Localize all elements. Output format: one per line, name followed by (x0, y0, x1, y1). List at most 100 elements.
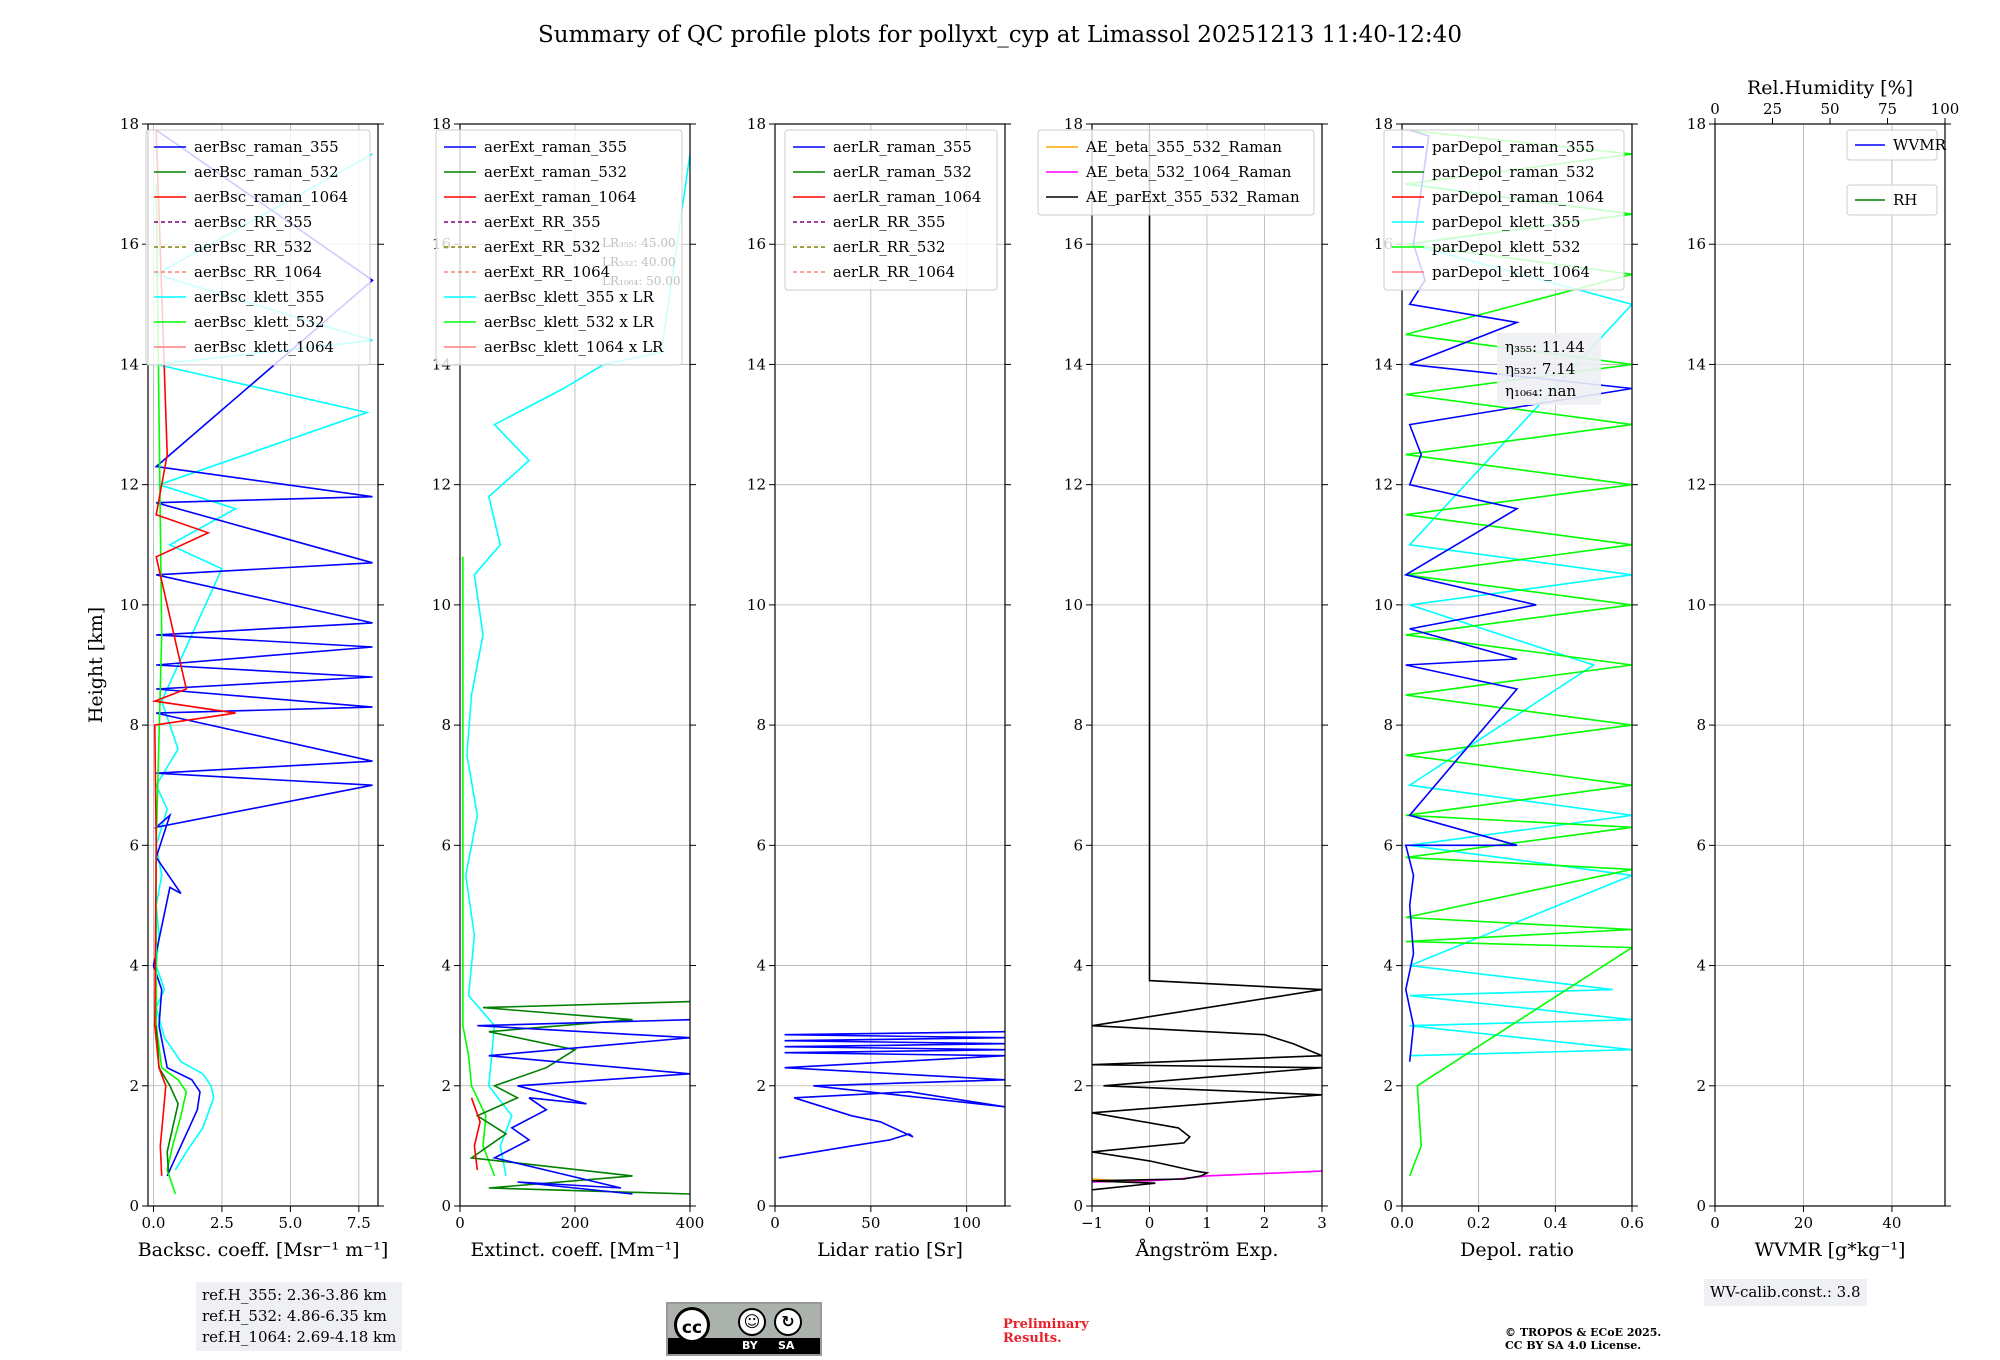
xtick-label: 100 (952, 1214, 981, 1232)
ytick-label: 0 (1696, 1197, 1706, 1215)
legend-label: aerExt_raman_1064 (484, 188, 637, 206)
preliminary-line-2: Results. (1003, 1331, 1062, 1346)
legend-label: aerExt_RR_1064 (484, 263, 610, 281)
reference-height-box: ref.H_355: 2.36-3.86 km ref.H_532: 4.86-… (196, 1282, 403, 1351)
plot-frame (1714, 123, 1946, 1207)
x-axis-label: Ångström Exp. (1135, 1239, 1279, 1261)
ytick-label: 16 (120, 235, 139, 253)
ytick-label: 12 (1064, 476, 1083, 494)
series-group (778, 1030, 1005, 1159)
legend: aerLR_raman_355 aerLR_raman_532 aerLR_rama… (784, 129, 998, 291)
lr-value: LR₃₅₅: 45.00 (602, 236, 676, 250)
xtick-label: 2.5 (210, 1214, 234, 1232)
xtick-label: 3 (1317, 1214, 1327, 1232)
legend-label: aerLR_raman_355 (833, 138, 972, 156)
x-axis-label: Backsc. coeff. [Msr⁻¹ m⁻¹] (138, 1239, 389, 1261)
ytick-label: 12 (747, 476, 766, 494)
legend-label: aerExt_raman_355 (484, 138, 627, 156)
legend: aerExt_raman_355 aerExt_raman_532 aerExt_r… (435, 129, 683, 366)
xtick-label: 400 (676, 1214, 705, 1232)
top-xtick-label: 50 (1820, 100, 1839, 118)
ytick-label: 18 (747, 115, 766, 133)
ytick-label: 4 (756, 957, 766, 975)
x-axis-label: Depol. ratio (1460, 1239, 1574, 1261)
ytick-label: 12 (1374, 476, 1393, 494)
legend-label: WVMR (1893, 136, 1947, 154)
ytick-label: 10 (120, 596, 139, 614)
xtick-label: 0 (770, 1214, 780, 1232)
lr-annotation: LR₃₅₅: 45.00 LR₅₃₂: 40.00 LR₁₀₆₄: 50.00 (602, 236, 680, 288)
ytick-label: 6 (129, 836, 139, 854)
ytick-label: 0 (441, 1197, 451, 1215)
ytick-label: 10 (432, 596, 451, 614)
ytick-label: 14 (1687, 355, 1706, 373)
ytick-label: 10 (1064, 596, 1083, 614)
legend-label: AE_beta_355_532_Raman (1085, 138, 1282, 156)
legend-box (435, 129, 683, 366)
ytick-label: 16 (1064, 235, 1083, 253)
legend-label: aerBsc_klett_532 x LR (484, 313, 655, 331)
ytick-label: 8 (129, 716, 139, 734)
xtick-label: 200 (561, 1214, 590, 1232)
legend-label: aerBsc_klett_1064 x LR (484, 338, 664, 356)
x-axis-label: Extinct. coeff. [Mm⁻¹] (470, 1239, 679, 1261)
legend-label: aerExt_raman_532 (484, 163, 627, 181)
ytick-label: 18 (120, 115, 139, 133)
legend-label: RH (1893, 191, 1917, 209)
legend-label: aerBsc_RR_1064 (194, 263, 322, 281)
legend-box (1037, 129, 1315, 216)
legend-label: AE_beta_532_1064_Raman (1085, 163, 1292, 181)
legend: aerBsc_raman_355 aerBsc_raman_532 aerBsc_r… (145, 129, 371, 366)
ytick-label: 8 (1696, 716, 1706, 734)
ytick-label: 12 (1687, 476, 1706, 494)
top-axis-label: Rel.Humidity [%] (1747, 77, 1913, 99)
xtick-label: 1 (1202, 1214, 1212, 1232)
plot-frame (774, 123, 1006, 1207)
ytick-label: 0 (756, 1197, 766, 1215)
license-sa-label: SA (778, 1339, 795, 1352)
legend-label: aerLR_RR_355 (833, 213, 945, 231)
panel-lr: 0 2 4 6 8 10 12 14 16 18 0 50 100 Lidar ratio [Sr] aer… (747, 115, 1011, 1261)
panel-bsc: 0 2 4 6 8 10 12 14 16 18 0.0 2.5 5.0 7.5 Backsc. coeff… (85, 115, 388, 1261)
top-xtick-label: 75 (1878, 100, 1897, 118)
ytick-label: 14 (1374, 355, 1393, 373)
ytick-label: 0 (1383, 1197, 1393, 1215)
xtick-label: 0.6 (1620, 1214, 1644, 1232)
legend-label: parDepol_klett_1064 (1432, 263, 1590, 281)
legend-label: aerLR_RR_1064 (833, 263, 955, 281)
series-line-aerBsc_raman_355 (152, 129, 374, 1177)
series-line-aerBsc_klett_355 x LR (464, 153, 690, 1177)
ytick-label: 14 (1064, 355, 1083, 373)
top-xtick-label: 25 (1763, 100, 1782, 118)
ytick-label: 18 (1687, 115, 1706, 133)
series-line-aerBsc_klett_532 (155, 184, 188, 1195)
ytick-label: 12 (120, 476, 139, 494)
copyright-note: © TROPOS & ECoE 2025. CC BY SA 4.0 Licen… (1505, 1326, 1661, 1352)
panel-ext: 0246810121416180200400Extinct. coeff. [M… (432, 115, 704, 1261)
ytick-label: 4 (1383, 957, 1393, 975)
xtick-label: −1 (1081, 1214, 1103, 1232)
ytick-label: 6 (1073, 836, 1083, 854)
legend-label: aerBsc_raman_532 (194, 163, 339, 181)
legend-wvmr: WVMR (1846, 129, 1947, 161)
legend-label: parDepol_raman_355 (1432, 138, 1595, 156)
series-line-aerBsc_raman_1064 (151, 129, 236, 1176)
eta-annotation: η₃₅₅: 11.44 η₅₃₂: 7.14 η₁₀₆₄: nan (1497, 333, 1601, 405)
legend-label: aerBsc_klett_532 (194, 313, 325, 331)
legend-label: aerBsc_klett_1064 (194, 338, 334, 356)
ytick-label: 8 (1383, 716, 1393, 734)
xtick-label: 7.5 (347, 1214, 371, 1232)
ytick-label: 2 (1696, 1077, 1706, 1095)
series-line-AE_parExt_355_532_Raman (1092, 130, 1322, 1191)
copyright-line-2: CC BY SA 4.0 License. (1505, 1339, 1642, 1352)
ytick-label: 4 (441, 957, 451, 975)
ytick-label: 6 (756, 836, 766, 854)
ytick-label: 6 (441, 836, 451, 854)
legend-label: aerBsc_raman_355 (194, 138, 339, 156)
series-line-aerBsc_klett_532 x LR (462, 556, 496, 1177)
legend-label: aerBsc_klett_355 (194, 288, 325, 306)
ytick-label: 18 (432, 115, 451, 133)
